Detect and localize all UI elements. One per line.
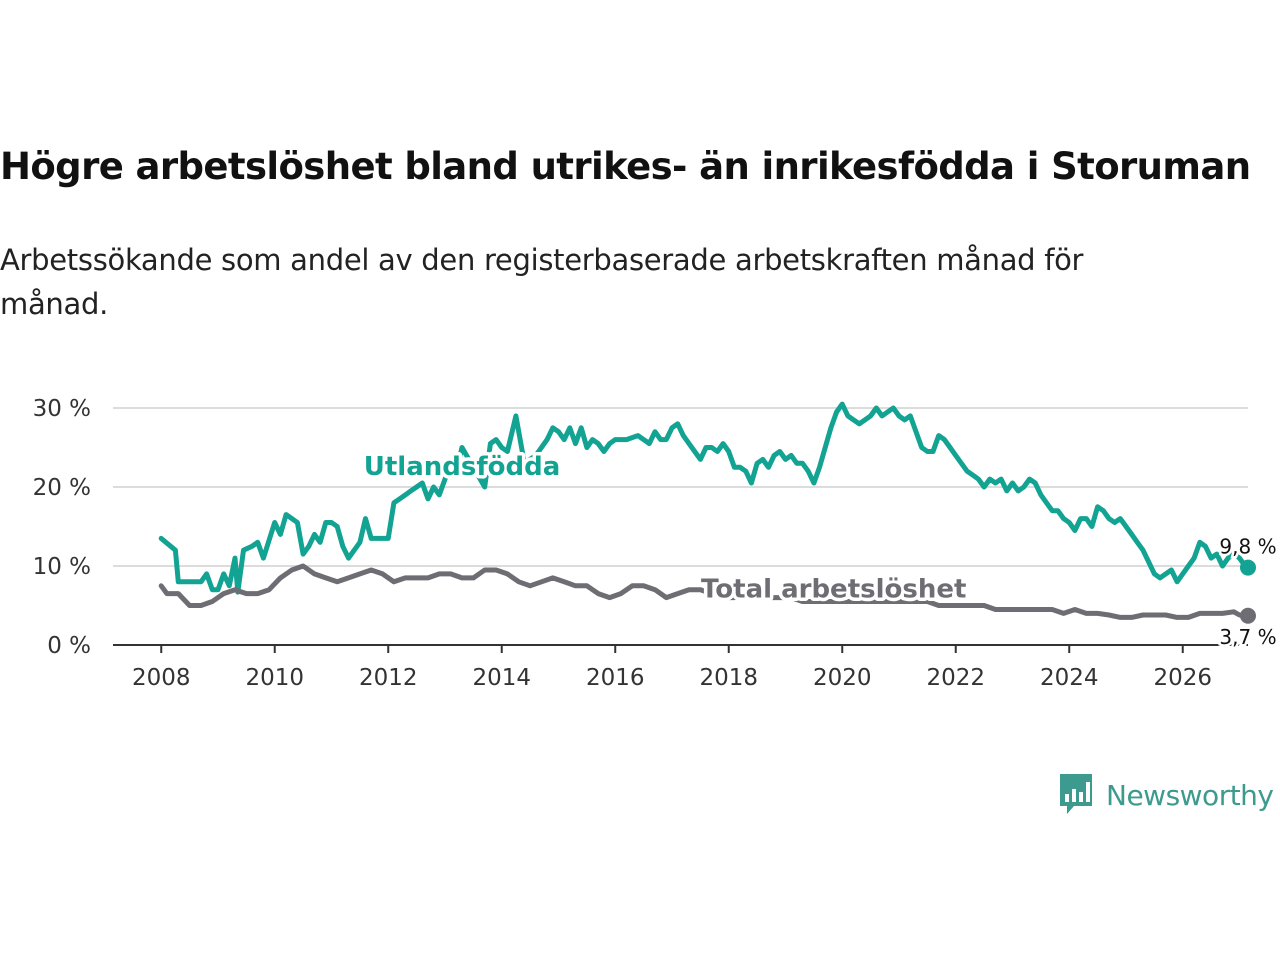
- series-line: [158, 563, 1251, 620]
- chart-subtitle: Arbetssökande som andel av den registerb…: [0, 243, 1084, 321]
- series-line: [158, 401, 1251, 595]
- x-tick-label: 2020: [813, 665, 872, 691]
- y-tick-label: 30 %: [33, 396, 91, 422]
- series-name-label: Total arbetslöshet: [701, 575, 966, 605]
- x-tick-label: 2012: [359, 665, 418, 691]
- x-tick-label: 2014: [472, 665, 531, 691]
- y-tick-label: 0 %: [47, 633, 91, 659]
- x-tick-label: 2022: [926, 665, 985, 691]
- y-tick-label: 20 %: [33, 475, 91, 501]
- x-tick-label: 2026: [1153, 665, 1212, 691]
- x-tick-label: 2016: [586, 665, 645, 691]
- series-end-dot: [1240, 559, 1256, 576]
- series-end-label: 9,8 %: [1219, 535, 1276, 559]
- series-name-label: Utlandsfödda: [364, 452, 561, 482]
- axes: 0 % 10 % 20 % 30 % 2008 2010 2012 2014 2016 2018 2…: [33, 396, 1248, 691]
- brand-logo: Newsworthy: [1058, 772, 1274, 818]
- y-tick-label: 10 %: [33, 554, 91, 580]
- x-tick-label: 2024: [1040, 665, 1099, 691]
- brand-name: Newsworthy: [1106, 778, 1274, 812]
- x-tick-label: 2018: [699, 665, 758, 691]
- series-lines: [158, 401, 1256, 624]
- chart-title: Högre arbetslöshet bland utrikes- än inr…: [0, 145, 1251, 188]
- series-end-dot: [1240, 607, 1256, 624]
- x-tick-label: 2008: [132, 665, 191, 691]
- bar-chart-logo-icon: [1060, 774, 1092, 814]
- series-end-label: 3,7 %: [1219, 625, 1276, 649]
- series-labels: 9,8 % 3,7 % Utlandsfödda Total arbetslöshet: [360, 449, 1279, 652]
- x-tick-label: 2010: [245, 665, 304, 691]
